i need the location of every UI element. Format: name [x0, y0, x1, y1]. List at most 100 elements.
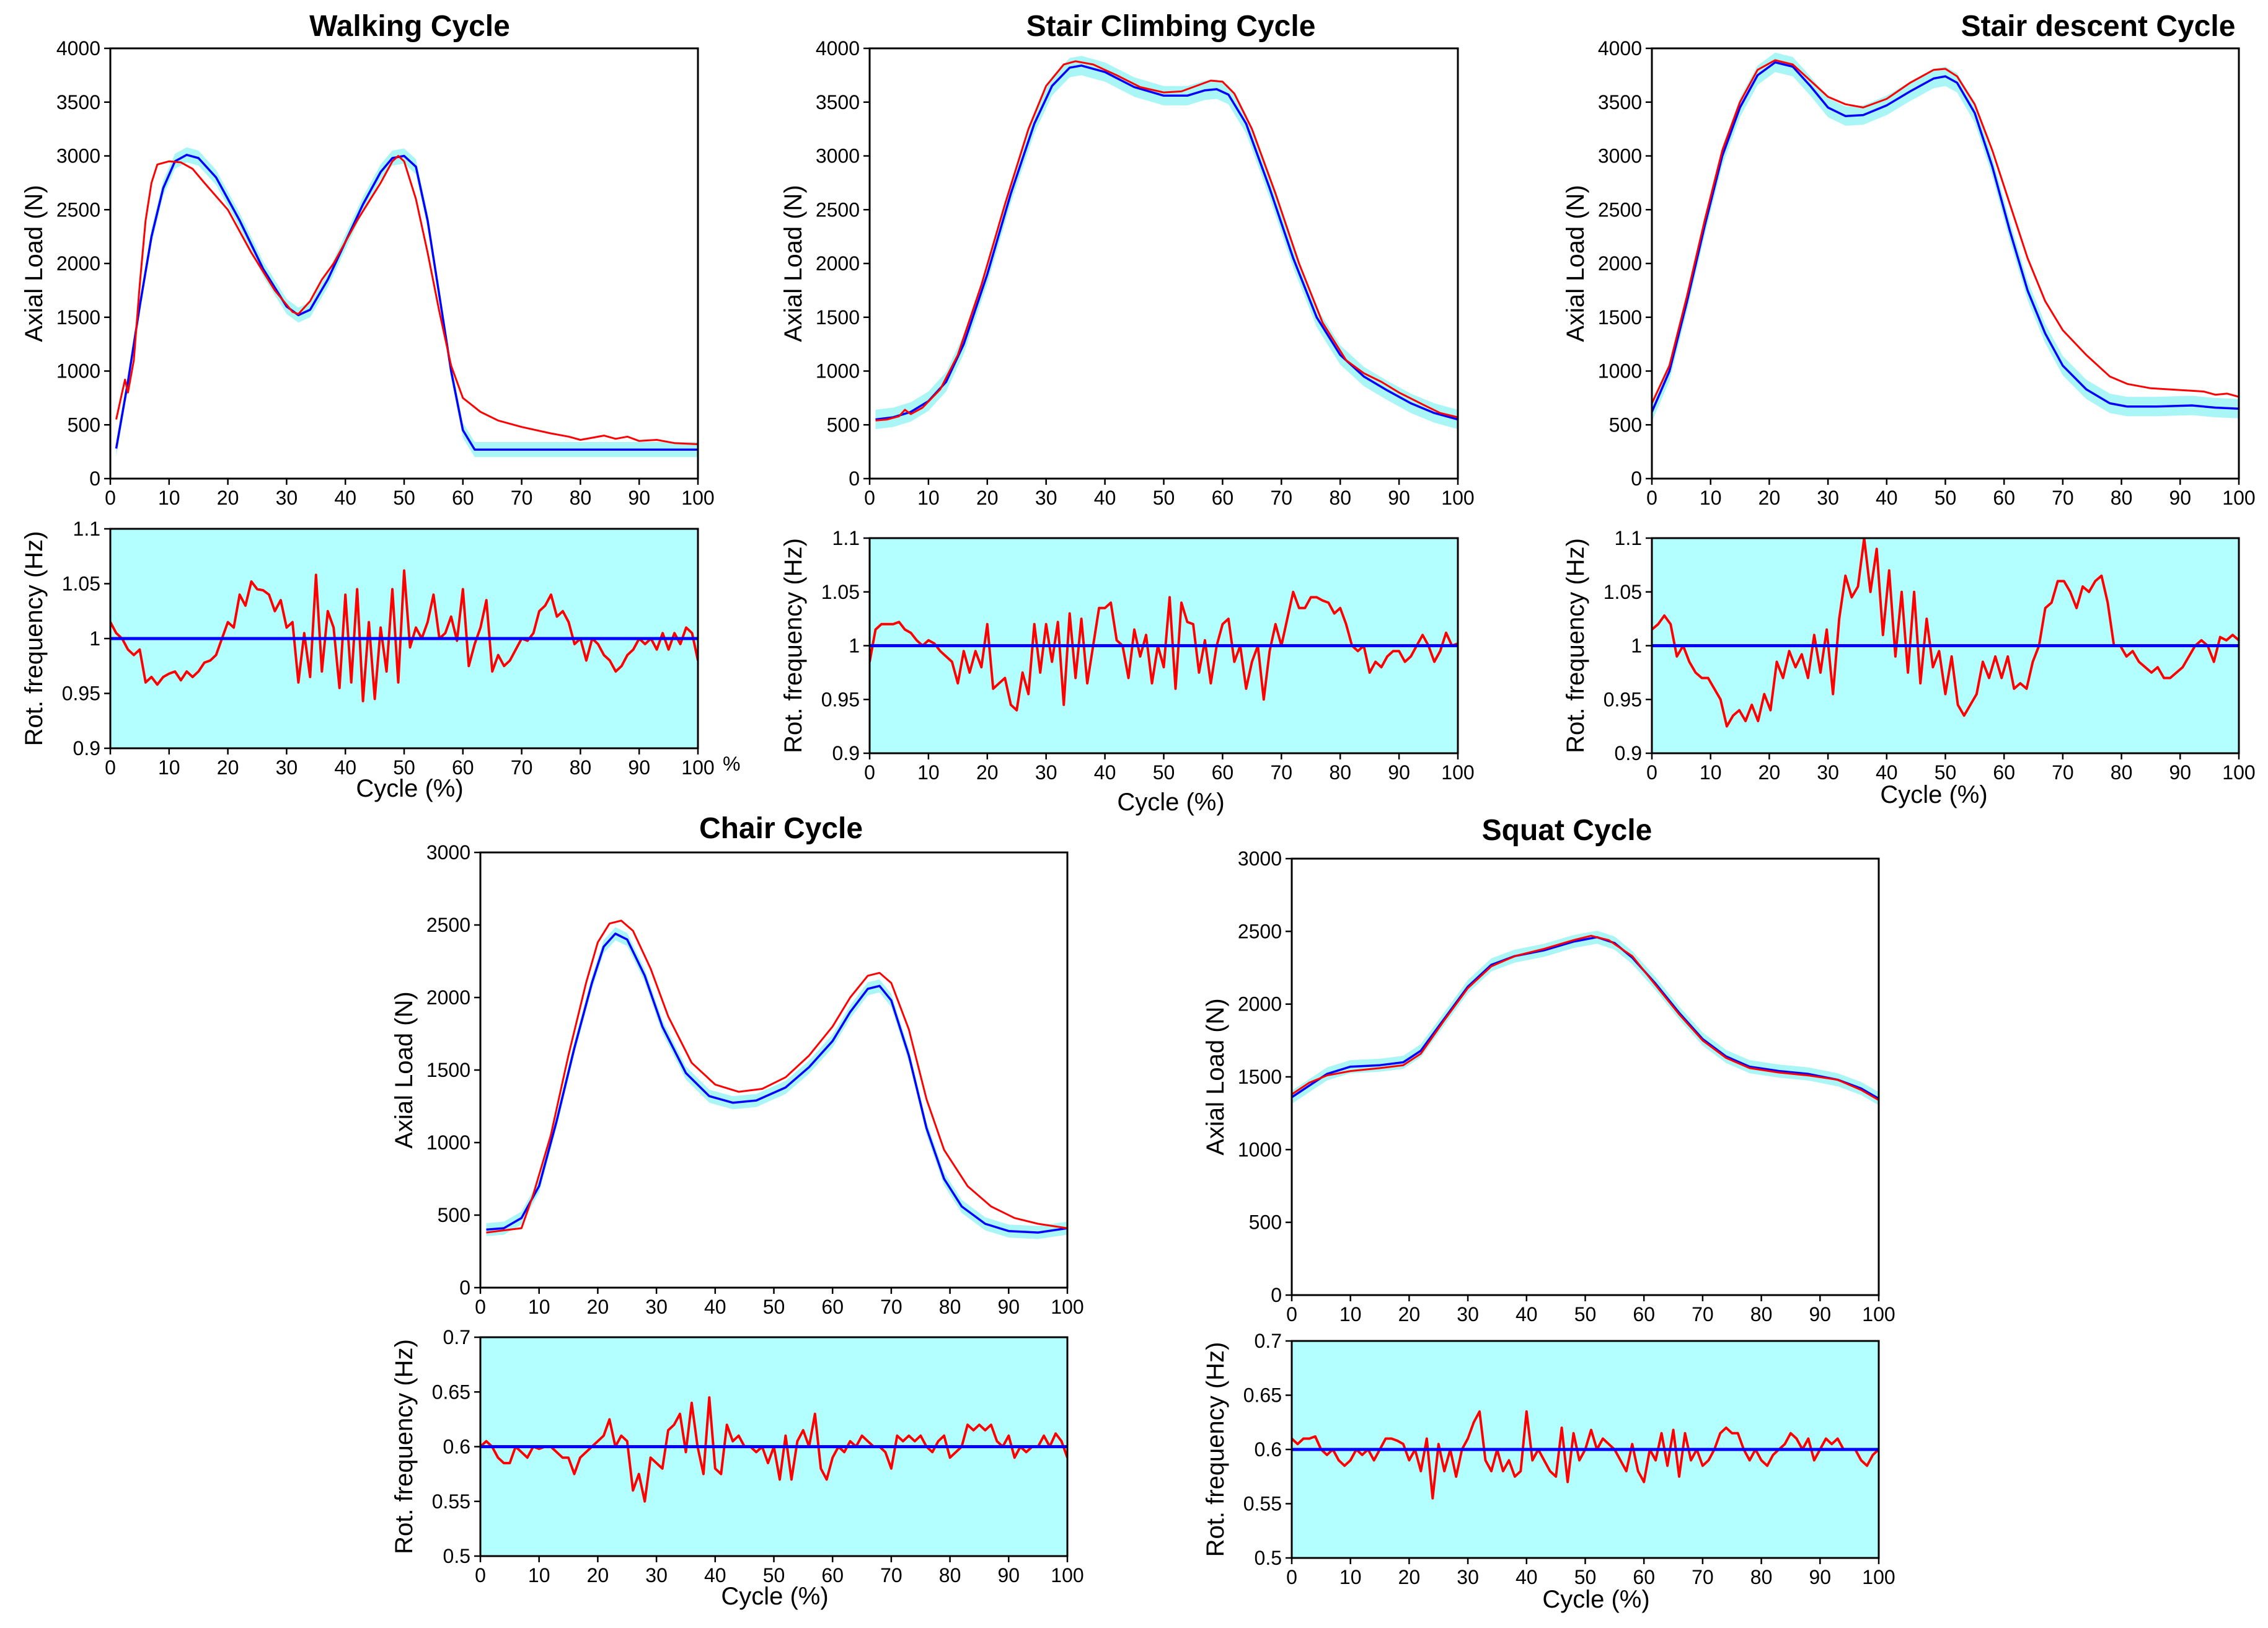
load-x-tick-label: 100 — [681, 487, 714, 509]
freq-y-tick-label: 0.7 — [1255, 1330, 1282, 1352]
load-x-tick-label: 40 — [704, 1296, 726, 1318]
freq-x-tick-label: 20 — [587, 1564, 609, 1586]
load-x-tick-label: 100 — [1862, 1303, 1895, 1325]
freq-x-axis-label: Cycle (%) — [356, 775, 463, 802]
model-series-line — [875, 64, 1458, 421]
freq-x-tick-label: 100 — [2222, 761, 2255, 784]
load-y-tick-label: 1500 — [426, 1059, 470, 1081]
load-y-tick-label: 1500 — [1598, 306, 1642, 329]
panel-title: Walking Cycle — [309, 10, 510, 43]
load-y-tick-label: 1000 — [1598, 360, 1642, 383]
freq-y-axis-label: Rot. frequency (Hz) — [1562, 538, 1589, 753]
freq-plot-area — [870, 590, 1458, 712]
freq-y-tick-label: 0.6 — [1255, 1438, 1282, 1461]
load-x-tick-label: 10 — [917, 487, 940, 509]
load-x-tick-label: 40 — [1516, 1303, 1538, 1325]
load-y-tick-label: 3500 — [56, 91, 100, 113]
freq-x-tick-label: 80 — [570, 756, 592, 779]
load-y-tick-label: 2500 — [426, 914, 470, 936]
freq-plot: 0 10 20 30 40 50 60 70 80 90 100 0.5 0.55 0.6 0.65 0.7 R… — [1202, 1330, 1895, 1613]
freq-x-tick-label: 70 — [1692, 1566, 1714, 1588]
freq-x-tick-label: 90 — [1388, 761, 1410, 784]
load-x-tick-label: 10 — [158, 487, 180, 509]
load-x-tick-label: 90 — [1388, 487, 1410, 509]
load-y-tick-label: 3500 — [1598, 91, 1642, 113]
load-y-tick-label: 0 — [849, 467, 860, 490]
freq-x-tick-label: 10 — [528, 1564, 550, 1586]
freq-x-tick-label: 10 — [1700, 761, 1722, 784]
freq-x-tick-label: 70 — [880, 1564, 902, 1586]
load-y-axis-label: Axial Load (N) — [1562, 185, 1589, 342]
freq-y-tick-label: 0.65 — [432, 1381, 470, 1403]
load-y-tick-label: 1000 — [56, 360, 100, 383]
freq-x-tick-label: 50 — [393, 756, 415, 779]
freq-x-tick-label: 0 — [105, 756, 116, 779]
freq-y-tick-label: 1.05 — [62, 573, 100, 595]
freq-plot-area — [110, 569, 698, 702]
confidence-band — [875, 56, 1458, 430]
load-x-tick-label: 0 — [1286, 1303, 1297, 1325]
load-y-tick-label: 1000 — [426, 1131, 470, 1154]
load-y-tick-label: 1500 — [816, 306, 860, 329]
freq-x-tick-label: 60 — [1633, 1566, 1655, 1588]
load-y-tick-label: 0 — [1271, 1284, 1282, 1306]
load-y-tick-label: 4000 — [816, 37, 860, 60]
load-plot-area — [115, 147, 698, 458]
freq-x-tick-label: 20 — [217, 756, 239, 779]
freq-x-tick-label: 20 — [976, 761, 999, 784]
load-x-tick-label: 30 — [1457, 1303, 1479, 1325]
freq-x-tick-label: 60 — [452, 756, 474, 779]
freq-x-tick-label: 70 — [2052, 761, 2074, 784]
freq-plot: 0 10 20 30 40 50 60 70 80 90 100 0.9 0.95 1 1.05 1.1 Rot… — [20, 518, 740, 802]
panel-title: Squat Cycle — [1482, 814, 1652, 847]
load-x-tick-label: 0 — [1646, 487, 1657, 509]
freq-y-tick-label: 0.5 — [443, 1545, 470, 1567]
load-y-tick-label: 2000 — [1238, 993, 1282, 1015]
freq-y-tick-label: 0.95 — [1604, 688, 1642, 710]
load-y-tick-label: 1000 — [1238, 1138, 1282, 1161]
freq-x-tick-label: 100 — [681, 756, 714, 779]
load-x-tick-label: 60 — [1212, 487, 1234, 509]
load-x-tick-label: 10 — [528, 1296, 550, 1318]
load-y-tick-label: 0 — [459, 1276, 470, 1299]
load-plot: 0 10 20 30 40 50 60 70 80 90 100050010001500200025… — [1202, 847, 1895, 1325]
freq-x-tick-label: 40 — [1876, 761, 1898, 784]
load-x-tick-label: 0 — [475, 1296, 486, 1318]
load-x-tick-label: 70 — [1271, 487, 1293, 509]
load-plot-area — [486, 919, 1067, 1239]
freq-x-axis-label: Cycle (%) — [1542, 1586, 1649, 1613]
freq-y-tick-label: 0.95 — [821, 688, 860, 710]
load-y-tick-label: 3000 — [56, 145, 100, 167]
load-x-tick-label: 70 — [511, 487, 533, 509]
freq-x-tick-label: 40 — [704, 1564, 726, 1586]
load-y-tick-label: 3000 — [1238, 847, 1282, 870]
freq-x-tick-label: 50 — [763, 1564, 785, 1586]
load-plot-frame — [109, 47, 699, 480]
freq-x-tick-label: 90 — [998, 1564, 1020, 1586]
freq-y-axis-label: Rot. frequency (Hz) — [780, 538, 807, 753]
load-y-tick-label: 2000 — [56, 252, 100, 275]
load-y-axis-label: Axial Load (N) — [391, 991, 418, 1148]
load-plot-frame — [868, 47, 1459, 480]
freq-plot-area — [480, 1396, 1067, 1503]
freq-y-tick-label: 0.55 — [1243, 1493, 1282, 1515]
freq-y-tick-label: 0.55 — [432, 1490, 470, 1513]
measured-series-line — [1292, 934, 1879, 1101]
model-series-line — [1652, 61, 2239, 413]
load-x-tick-label: 70 — [880, 1296, 902, 1318]
load-y-tick-label: 1500 — [56, 306, 100, 329]
freq-x-tick-label: 10 — [1339, 1566, 1362, 1588]
load-x-tick-label: 90 — [628, 487, 650, 509]
load-x-tick-label: 50 — [763, 1296, 785, 1318]
freq-x-tick-label: 50 — [1574, 1566, 1597, 1588]
load-plot-area — [1652, 52, 2239, 422]
load-plot: 0 10 20 30 40 50 60 70 80 90 100050010001500200025… — [391, 841, 1084, 1318]
load-y-tick-label: 500 — [438, 1204, 470, 1226]
freq-x-tick-label: 100 — [1441, 761, 1474, 784]
freq-y-axis-label: Rot. frequency (Hz) — [1202, 1342, 1229, 1557]
freq-x-tick-label: 30 — [645, 1564, 668, 1586]
load-x-tick-label: 20 — [217, 487, 239, 509]
freq-x-tick-label: 50 — [1153, 761, 1175, 784]
freq-x-tick-label: 0 — [864, 761, 875, 784]
